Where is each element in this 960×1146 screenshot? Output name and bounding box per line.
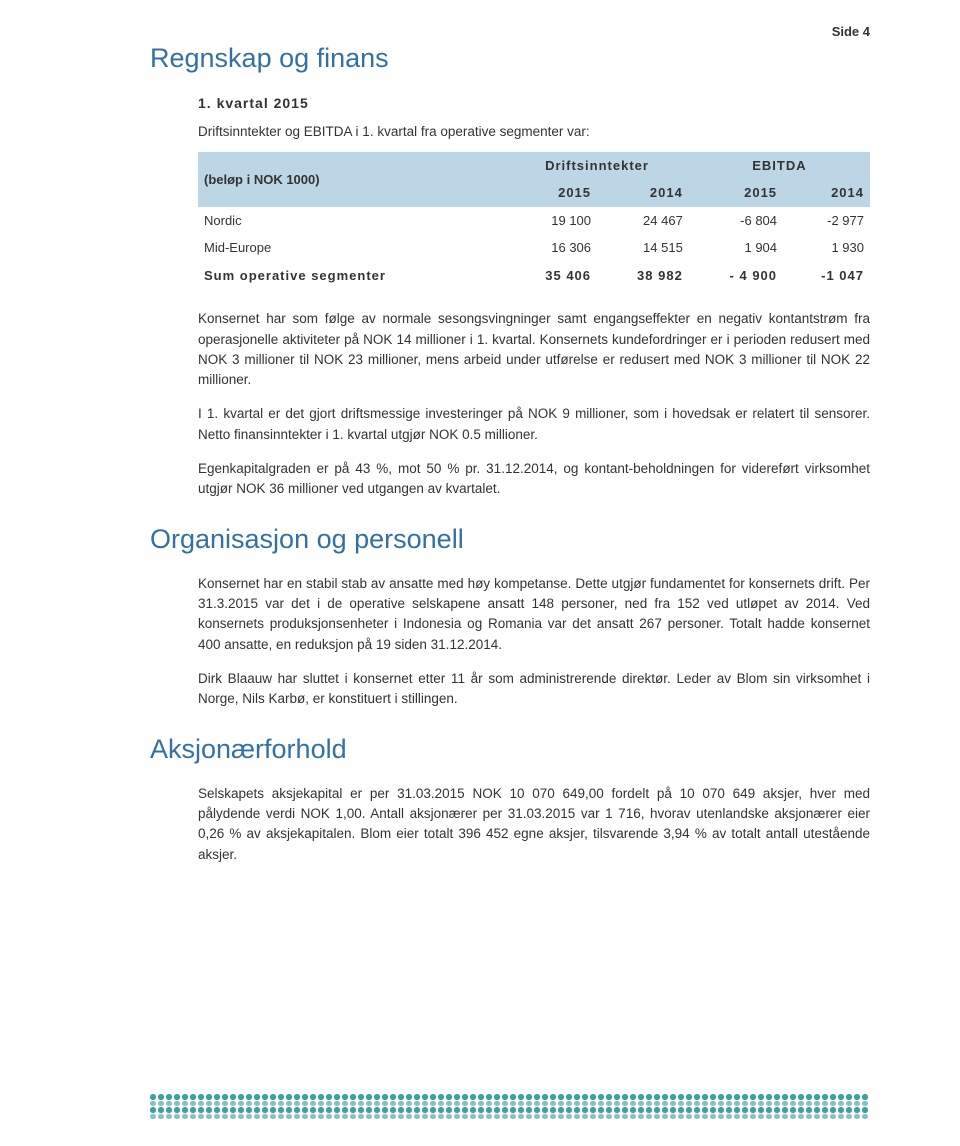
row-label: Nordic xyxy=(198,207,505,235)
cell: 24 467 xyxy=(597,207,689,235)
row-label: Sum operative segmenter xyxy=(198,262,505,290)
table-year-header: 2015 xyxy=(505,179,597,207)
finance-para: I 1. kvartal er det gjort driftsmessige … xyxy=(198,404,870,445)
table-year-header: 2015 xyxy=(689,179,783,207)
row-label: Mid-Europe xyxy=(198,234,505,262)
table-group-header: Driftsinntekter xyxy=(505,152,689,180)
finance-para: Konsernet har som følge av normale seson… xyxy=(198,309,870,390)
table-row: Mid-Europe 16 306 14 515 1 904 1 930 xyxy=(198,234,870,262)
table-rowheader-label: (beløp i NOK 1000) xyxy=(198,152,505,207)
finance-subtitle: 1. kvartal 2015 xyxy=(198,93,870,114)
finance-para: Egenkapitalgraden er på 43 %, mot 50 % p… xyxy=(198,459,870,500)
org-para: Dirk Blaauw har sluttet i konsernet ette… xyxy=(198,669,870,710)
cell: 19 100 xyxy=(505,207,597,235)
cell: 14 515 xyxy=(597,234,689,262)
cell: 1 930 xyxy=(783,234,870,262)
table-year-header: 2014 xyxy=(783,179,870,207)
share-para: Selskapets aksjekapital er per 31.03.201… xyxy=(198,784,870,865)
cell: -6 804 xyxy=(689,207,783,235)
section-title-finance: Regnskap og finans xyxy=(150,38,870,79)
cell: - 4 900 xyxy=(689,262,783,290)
cell: 38 982 xyxy=(597,262,689,290)
cell: -1 047 xyxy=(783,262,870,290)
cell: 35 406 xyxy=(505,262,597,290)
cell: -2 977 xyxy=(783,207,870,235)
table-row: Nordic 19 100 24 467 -6 804 -2 977 xyxy=(198,207,870,235)
table-year-header: 2014 xyxy=(597,179,689,207)
finance-lead: Driftsinntekter og EBITDA i 1. kvartal f… xyxy=(198,122,870,142)
section-title-share: Aksjonærforhold xyxy=(150,729,870,770)
page-number: Side 4 xyxy=(832,22,870,42)
table-sum-row: Sum operative segmenter 35 406 38 982 - … xyxy=(198,262,870,290)
section-title-org: Organisasjon og personell xyxy=(150,519,870,560)
finance-table: (beløp i NOK 1000) Driftsinntekter EBITD… xyxy=(198,152,870,290)
footer-dots xyxy=(150,1094,870,1122)
org-para: Konsernet har en stabil stab av ansatte … xyxy=(198,574,870,655)
cell: 1 904 xyxy=(689,234,783,262)
table-group-header: EBITDA xyxy=(689,152,870,180)
cell: 16 306 xyxy=(505,234,597,262)
